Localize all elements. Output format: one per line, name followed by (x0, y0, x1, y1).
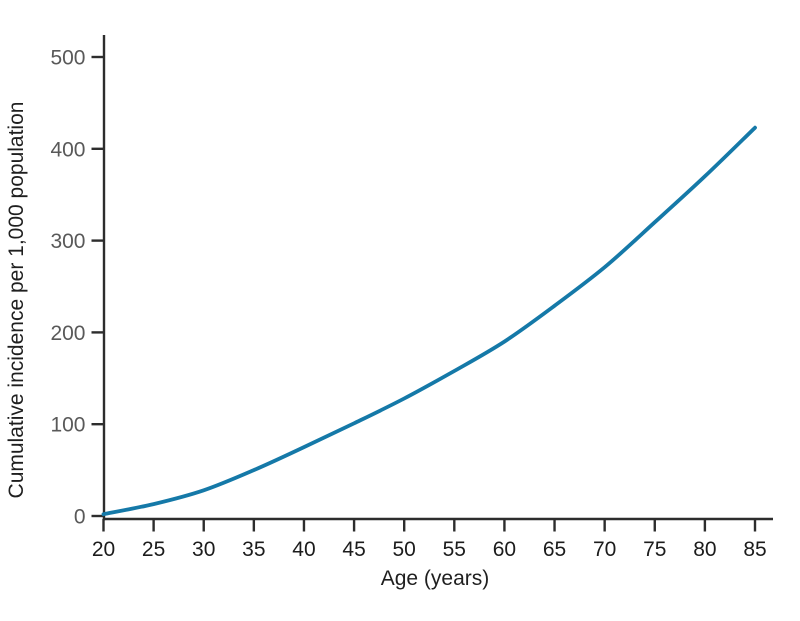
x-tick-label: 70 (593, 538, 616, 561)
x-tick-label: 85 (743, 538, 766, 561)
x-tick-label: 20 (92, 538, 115, 561)
x-tick-label: 35 (242, 538, 265, 561)
x-axis-title: Age (years) (381, 567, 490, 590)
x-tick-label: 40 (292, 538, 315, 561)
x-tick-label: 55 (443, 538, 466, 561)
y-tick-label: 500 (50, 47, 85, 70)
ticks-layer (91, 55, 757, 532)
x-tick-label: 75 (643, 538, 666, 561)
tick-labels-layer: 0 100 200 300 400 500 20 25 30 35 40 45 50 55 60 65 70 75… (50, 47, 766, 562)
x-tick-label: 30 (192, 538, 215, 561)
x-tick-label: 80 (693, 538, 716, 561)
y-tick-label: 100 (50, 414, 85, 437)
y-tick-label: 0 (74, 506, 86, 529)
axes-layer (102, 35, 773, 521)
x-tick-label: 45 (342, 538, 365, 561)
y-tick-label: 300 (50, 230, 85, 253)
y-tick-label: 400 (50, 138, 85, 161)
curve-layer (101, 125, 757, 517)
x-tick-label: 65 (543, 538, 566, 561)
incidence-curve (101, 125, 757, 517)
y-tick-label: 200 (50, 322, 85, 345)
x-tick-label: 50 (393, 538, 416, 561)
x-tick-label: 25 (142, 538, 165, 561)
y-axis-title: Cumulative incidence per 1,000 populatio… (5, 102, 28, 499)
x-tick-label: 60 (493, 538, 516, 561)
